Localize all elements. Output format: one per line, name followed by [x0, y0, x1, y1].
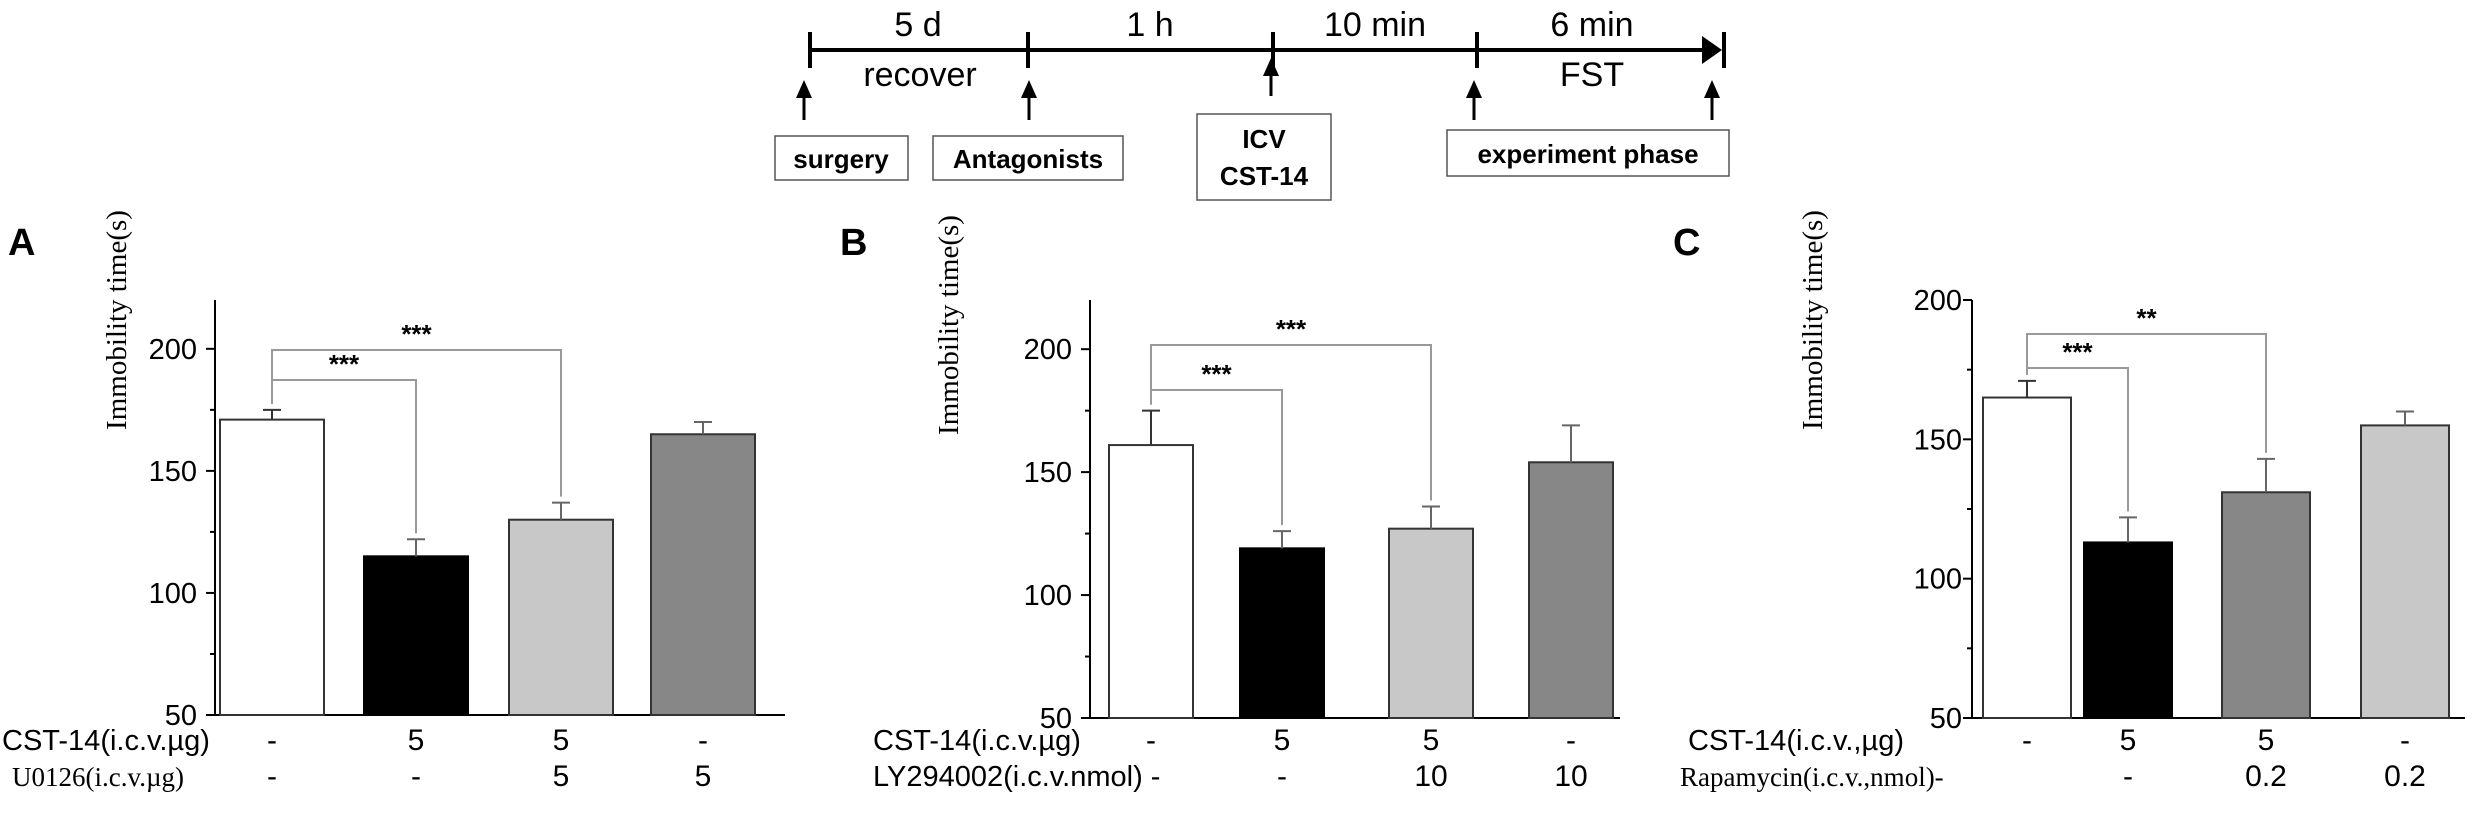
y-tick-label: 50 [1040, 703, 1072, 735]
timeline-step-arrow [1466, 80, 1482, 120]
treatment-label: Rapamycin(i.c.v.,nmol)- [1680, 762, 1944, 792]
treatment-value: 5 [1423, 724, 1440, 757]
treatment-value: 5 [553, 724, 570, 757]
treatment-value: 5 [553, 760, 570, 793]
timeline-arrowhead [1702, 36, 1722, 64]
treatment-value: 5 [1274, 724, 1291, 757]
treatment-value: - [2123, 760, 2133, 793]
treatment-value: 5 [2120, 724, 2137, 757]
treatment-label: U0126(i.c.v.µg) [12, 762, 184, 792]
timeline-duration: 1 h [1126, 6, 1173, 44]
panel-letter: C [1673, 222, 1700, 264]
significance-label: *** [401, 319, 432, 349]
timeline-step-arrow [1021, 80, 1037, 120]
step-cst14-label: CST-14 [1220, 161, 1309, 191]
treatment-value: - [267, 724, 277, 757]
timeline: 5 d recover 1 h 10 min 6 min FST surgery [774, 6, 1730, 201]
bar [1108, 444, 1194, 719]
treatment-value: 10 [1554, 760, 1587, 793]
y-axis-label: Immobility time(s) [933, 215, 965, 435]
y-tick-label: 150 [1024, 457, 1072, 489]
treatment-label: CST-14(i.c.v.µg) [2, 725, 210, 757]
bar [1528, 461, 1614, 719]
significance-label: *** [2062, 337, 2093, 367]
timeline-step-box [1196, 113, 1332, 201]
bar [2221, 491, 2311, 719]
y-tick-label: 200 [1024, 334, 1072, 366]
timeline-step-arrow [1704, 80, 1720, 120]
timeline-caption: FST [1560, 56, 1624, 94]
treatment-value: 5 [695, 760, 712, 793]
treatment-value: - [1566, 724, 1576, 757]
treatment-value: - [267, 760, 277, 793]
panel-letter: A [8, 222, 35, 264]
step-experiment-label: experiment phase [1477, 139, 1698, 169]
timeline-step-arrow [796, 80, 812, 120]
bar [1239, 547, 1325, 720]
y-tick-label: 200 [149, 334, 197, 366]
y-tick-label: 150 [1914, 424, 1962, 456]
bar [650, 433, 756, 716]
step-icv-label: ICV [1242, 124, 1286, 154]
timeline-step-box [774, 135, 909, 181]
y-tick-label: 200 [1914, 285, 1962, 317]
treatment-value: - [698, 724, 708, 757]
y-axis-label: Immobility time(s) [1797, 210, 1829, 430]
timeline-duration: 5 d [894, 6, 941, 44]
treatment-label: LY294002(i.c.v.nmol) - [873, 761, 1160, 793]
timeline-step-arrow [1263, 58, 1279, 96]
significance-bracket [2026, 333, 2267, 453]
y-tick-label: 150 [149, 456, 197, 488]
timeline-step-box [1446, 129, 1730, 177]
bar [2083, 541, 2173, 719]
treatment-value: - [411, 760, 421, 793]
treatment-value: 5 [2258, 724, 2275, 757]
y-tick-label: 100 [1914, 564, 1962, 596]
bar [1982, 396, 2072, 719]
significance-label: *** [329, 349, 360, 379]
panel-b: B Immobility time(s) 50 100 150 200 *** *** CS… [840, 215, 1620, 793]
y-tick-label: 100 [1024, 580, 1072, 612]
bar [363, 555, 469, 717]
treatment-value: 5 [408, 724, 425, 757]
y-tick-label: 50 [1930, 703, 1962, 735]
y-axis-label: Immobility time(s) [101, 210, 133, 430]
timeline-duration: 6 min [1550, 6, 1633, 44]
significance-label: *** [1201, 359, 1232, 389]
bar [508, 518, 614, 716]
step-antagonists-label: Antagonists [953, 144, 1103, 174]
timeline-duration: 10 min [1324, 6, 1426, 44]
significance-label: *** [1276, 314, 1307, 344]
panel-c: C Immobility time(s) 50100150200*****CST… [1673, 210, 2465, 793]
treatment-value: 0.2 [2384, 760, 2426, 793]
significance-bracket [271, 349, 562, 497]
treatment-value: 0.2 [2245, 760, 2287, 793]
significance-label: ** [2136, 303, 2157, 333]
treatment-value: - [2022, 724, 2032, 757]
panel-letter: B [840, 222, 867, 264]
treatment-value: - [1277, 760, 1287, 793]
bar [2360, 424, 2450, 719]
treatment-value: - [1146, 724, 1156, 757]
step-surgery-label: surgery [793, 144, 889, 174]
treatment-label: CST-14(i.c.v.,µg) [1688, 725, 1904, 757]
timeline-step-box [932, 135, 1124, 181]
treatment-value: - [2400, 724, 2410, 757]
panel-a: A Immobility time(s) 50 100 150 200 *** *** CS… [2, 210, 785, 793]
y-tick-label: 50 [165, 700, 197, 732]
y-tick-label: 100 [149, 578, 197, 610]
significance-bracket [1150, 344, 1432, 501]
timeline-caption: recover [863, 56, 976, 94]
bar [219, 418, 325, 716]
treatment-label: CST-14(i.c.v.µg) [873, 725, 1081, 757]
treatment-value: 10 [1414, 760, 1447, 793]
bar [1388, 527, 1474, 719]
